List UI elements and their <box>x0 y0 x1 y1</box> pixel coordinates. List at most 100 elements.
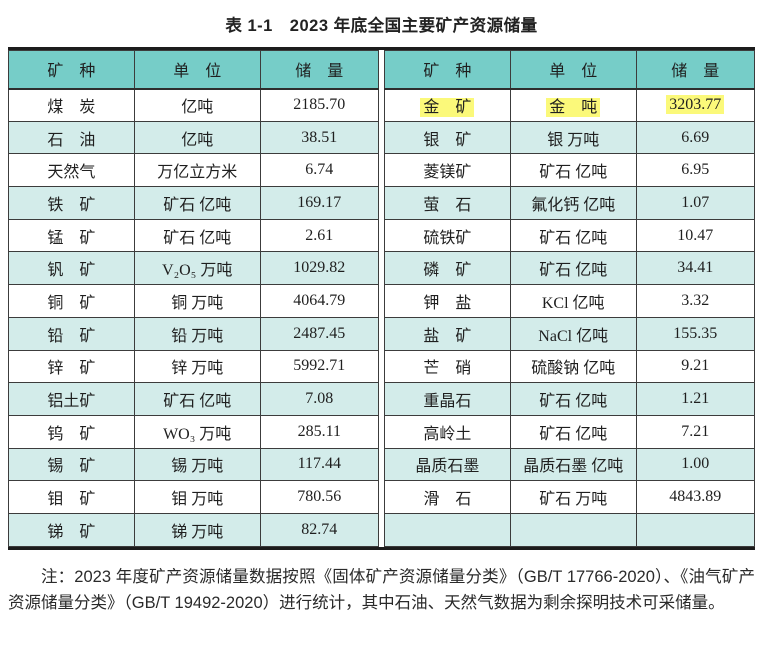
reserve-text: 6.74 <box>305 161 334 179</box>
table-row: 锡 矿 锡 万吨 117.44 <box>8 447 380 482</box>
reserve-text: 169.17 <box>297 193 342 211</box>
cell-unit: 亿吨 <box>133 88 261 122</box>
mineral-text: 天然气 <box>47 164 96 182</box>
header-mineral: 矿 种 <box>8 50 135 90</box>
unit-text: 铅 万吨 <box>171 327 224 345</box>
reserve-text: 82.74 <box>301 520 338 538</box>
unit-text: KCl 亿吨 <box>541 294 605 312</box>
table-row: 重晶石 矿石 亿吨 1.21 <box>384 382 756 416</box>
reserve-text: 5992.71 <box>293 357 346 375</box>
cell-reserve: 82.74 <box>259 512 380 547</box>
reserve-text: 3.32 <box>681 291 710 309</box>
reserve-text: 155.35 <box>673 324 718 342</box>
cell-unit: NaCl 亿吨 <box>509 316 637 351</box>
cell-reserve: 285.11 <box>259 414 380 449</box>
cell-unit: 锡 万吨 <box>133 447 261 482</box>
cell-unit: 铅 万吨 <box>133 316 261 351</box>
table-row: 磷 矿 矿石 亿吨 34.41 <box>384 251 756 286</box>
table-row: 银 矿 银 万吨 6.69 <box>384 120 756 155</box>
cell-mineral: 硫铁矿 <box>384 218 511 253</box>
reserve-text: 10.47 <box>677 226 714 244</box>
right-table: 矿 种 单 位 储 量 金 矿金 吨 3203.77 银 矿银 万吨 6.69 菱镁矿矿… <box>384 50 756 547</box>
unit-text: 硫酸钠 亿吨 <box>531 360 616 378</box>
table-row: 硫铁矿 矿石 亿吨 10.47 <box>384 218 756 253</box>
cell-unit: 矿石 亿吨 <box>133 218 261 253</box>
unit-text: V₂O₅ 万吨 <box>162 262 233 280</box>
cell-mineral: 磷 矿 <box>384 251 511 286</box>
cell-reserve: 1029.82 <box>259 251 380 286</box>
cell-mineral: 铅 矿 <box>8 316 135 351</box>
table-row: 铅 矿 铅 万吨 2487.45 <box>8 316 380 351</box>
unit-text: 万亿立方米 <box>157 164 238 182</box>
mineral-reserves-table: 矿 种 单 位 储 量 煤 炭亿吨 2185.70 石 油亿吨 38.51 天然气 万亿立… <box>8 47 756 550</box>
header-reserve: 储 量 <box>635 50 756 90</box>
table-row: 铁 矿 矿石 亿吨 169.17 <box>8 186 380 220</box>
cell-unit: 矿石 亿吨 <box>509 251 637 286</box>
cell-mineral: 锑 矿 <box>8 512 135 547</box>
table-row: 煤 炭 亿吨 2185.70 <box>8 88 380 122</box>
cell-unit: KCl 亿吨 <box>509 284 637 318</box>
cell-mineral: 钾 盐 <box>384 284 511 318</box>
mineral-text: 晶质石墨 <box>415 458 480 476</box>
cell-unit: 锑 万吨 <box>133 512 261 547</box>
reserve-text: 3203.77 <box>666 95 725 115</box>
reserve-text: 285.11 <box>297 422 341 440</box>
unit-text: 亿吨 <box>181 99 214 117</box>
cell-unit: 银 万吨 <box>509 120 637 155</box>
cell-mineral: 钨 矿 <box>8 414 135 449</box>
unit-text: 矿石 亿吨 <box>163 229 232 247</box>
reserve-text: 117.44 <box>297 455 341 473</box>
unit-text: 矿石 万吨 <box>539 491 608 509</box>
left-table: 矿 种 单 位 储 量 煤 炭亿吨 2185.70 石 油亿吨 38.51 天然气 万亿立… <box>8 50 380 547</box>
table-footnote: 注：2023 年度矿产资源储量数据按照《固体矿产资源储量分类》（GB/T 177… <box>8 567 755 613</box>
cell-reserve: 38.51 <box>259 120 380 155</box>
mineral-text: 钨 矿 <box>47 425 96 443</box>
cell-unit: 铜 万吨 <box>133 284 261 318</box>
unit-text: NaCl 亿吨 <box>538 327 609 345</box>
mineral-text: 硫铁矿 <box>423 229 472 247</box>
cell-reserve <box>635 512 756 547</box>
cell-unit: 亿吨 <box>133 120 261 155</box>
cell-reserve: 6.95 <box>635 153 756 188</box>
cell-unit: 矿石 亿吨 <box>133 382 261 416</box>
cell-reserve: 4064.79 <box>259 284 380 318</box>
table-row: 菱镁矿 矿石 亿吨 6.95 <box>384 153 756 188</box>
cell-reserve: 7.08 <box>259 382 380 416</box>
cell-mineral: 铝土矿 <box>8 382 135 416</box>
mineral-text: 高岭土 <box>423 425 472 443</box>
reserve-text: 6.95 <box>681 161 710 179</box>
cell-unit: 矿石 亿吨 <box>509 414 637 449</box>
cell-reserve: 2487.45 <box>259 316 380 351</box>
unit-text: 矿石 亿吨 <box>539 229 608 247</box>
mineral-text: 重晶石 <box>423 393 472 411</box>
cell-reserve: 7.21 <box>635 414 756 449</box>
table-row: 天然气 万亿立方米 6.74 <box>8 153 380 188</box>
table-row: 钼 矿 钼 万吨 780.56 <box>8 480 380 514</box>
table-row: 晶质石墨 晶质石墨 亿吨 1.00 <box>384 447 756 482</box>
reserve-text: 9.21 <box>681 357 710 375</box>
cell-mineral: 石 油 <box>8 120 135 155</box>
mineral-text: 锡 矿 <box>47 458 96 476</box>
reserve-text: 38.51 <box>301 128 338 146</box>
cell-unit: 矿石 亿吨 <box>509 153 637 188</box>
header-reserve: 储 量 <box>259 50 380 90</box>
table-row: 钨 矿 WO₃ 万吨 285.11 <box>8 414 380 449</box>
table-row <box>384 512 756 547</box>
cell-unit <box>509 512 637 547</box>
reserve-text: 1.21 <box>681 390 710 408</box>
cell-reserve: 169.17 <box>259 186 380 220</box>
cell-mineral: 高岭土 <box>384 414 511 449</box>
cell-mineral: 芒 硝 <box>384 349 511 384</box>
cell-unit: 矿石 亿吨 <box>509 382 637 416</box>
cell-unit: WO₃ 万吨 <box>133 414 261 449</box>
mineral-text: 金 矿 <box>420 98 475 118</box>
unit-text: 锑 万吨 <box>171 523 224 541</box>
cell-mineral: 煤 炭 <box>8 88 135 122</box>
cell-reserve: 780.56 <box>259 480 380 514</box>
cell-reserve: 6.69 <box>635 120 756 155</box>
reserve-text: 1029.82 <box>293 259 346 277</box>
mineral-text: 钾 盐 <box>423 294 472 312</box>
cell-mineral: 铁 矿 <box>8 186 135 220</box>
cell-unit: 晶质石墨 亿吨 <box>509 447 637 482</box>
